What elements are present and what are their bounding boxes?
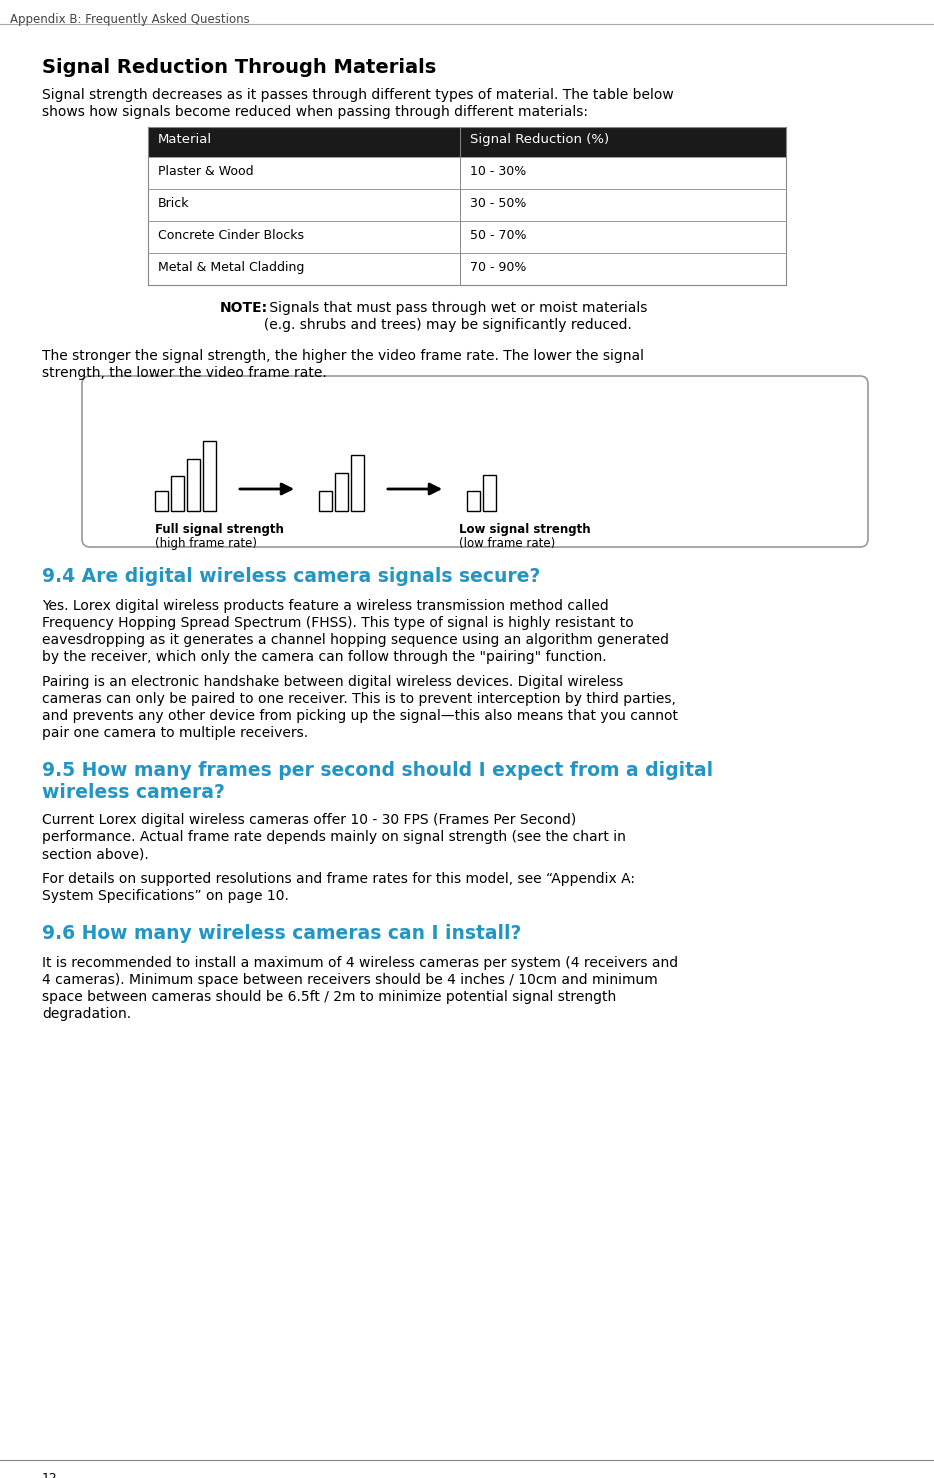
Text: 50 - 70%: 50 - 70% [470, 229, 527, 242]
Text: Appendix B: Frequently Asked Questions: Appendix B: Frequently Asked Questions [10, 13, 249, 27]
Text: Signal Reduction Through Materials: Signal Reduction Through Materials [42, 58, 436, 77]
Bar [483, 474, 496, 511]
Text: Yes. Lorex digital wireless products feature a wireless transmission method call: Yes. Lorex digital wireless products fea… [42, 599, 609, 613]
Bar [351, 455, 364, 511]
Text: Signal strength decreases as it passes through different types of material. The : Signal strength decreases as it passes t… [42, 89, 673, 102]
Text: 12: 12 [42, 1472, 58, 1478]
Text: performance. Actual frame rate depends mainly on signal strength (see the chart : performance. Actual frame rate depends m… [42, 831, 626, 844]
Text: Low signal strength: Low signal strength [459, 523, 590, 537]
Text: degradation.: degradation. [42, 1007, 131, 1021]
Text: 9.5 How many frames per second should I expect from a digital: 9.5 How many frames per second should I … [42, 761, 714, 780]
Bar [171, 476, 184, 511]
Bar [148, 222, 786, 253]
Text: 30 - 50%: 30 - 50% [470, 197, 527, 210]
Bar [148, 127, 786, 157]
Bar [335, 473, 348, 511]
Text: 70 - 90%: 70 - 90% [470, 262, 527, 273]
Text: cameras can only be paired to one receiver. This is to prevent interception by t: cameras can only be paired to one receiv… [42, 692, 676, 706]
Text: 10 - 30%: 10 - 30% [470, 166, 526, 177]
Text: Concrete Cinder Blocks: Concrete Cinder Blocks [158, 229, 304, 242]
Bar [148, 189, 786, 222]
Text: section above).: section above). [42, 847, 149, 862]
Text: by the receiver, which only the camera can follow through the "pairing" function: by the receiver, which only the camera c… [42, 650, 606, 664]
Text: Pairing is an electronic handshake between digital wireless devices. Digital wir: Pairing is an electronic handshake betwe… [42, 675, 623, 689]
Text: 9.6 How many wireless cameras can I install?: 9.6 How many wireless cameras can I inst… [42, 924, 521, 943]
Text: shows how signals become reduced when passing through different materials:: shows how signals become reduced when pa… [42, 105, 588, 120]
Text: System Specifications” on page 10.: System Specifications” on page 10. [42, 888, 289, 903]
Bar [148, 157, 786, 189]
Text: (high frame rate): (high frame rate) [155, 537, 257, 550]
Text: It is recommended to install a maximum of 4 wireless cameras per system (4 recei: It is recommended to install a maximum o… [42, 956, 678, 970]
Text: The stronger the signal strength, the higher the video frame rate. The lower the: The stronger the signal strength, the hi… [42, 349, 644, 364]
Bar [187, 460, 200, 511]
Text: NOTE:: NOTE: [220, 302, 268, 315]
Text: Signals that must pass through wet or moist materials: Signals that must pass through wet or mo… [265, 302, 647, 315]
Text: wireless camera?: wireless camera? [42, 783, 225, 803]
Text: Plaster & Wood: Plaster & Wood [158, 166, 254, 177]
Text: Frequency Hopping Spread Spectrum (FHSS). This type of signal is highly resistan: Frequency Hopping Spread Spectrum (FHSS)… [42, 616, 634, 630]
Text: (e.g. shrubs and trees) may be significantly reduced.: (e.g. shrubs and trees) may be significa… [220, 318, 632, 333]
Text: space between cameras should be 6.5ft / 2m to minimize potential signal strength: space between cameras should be 6.5ft / … [42, 990, 616, 1004]
Text: For details on supported resolutions and frame rates for this model, see “Append: For details on supported resolutions and… [42, 872, 635, 885]
Text: eavesdropping as it generates a channel hopping sequence using an algorithm gene: eavesdropping as it generates a channel … [42, 633, 669, 647]
Bar [148, 253, 786, 285]
Text: Material: Material [158, 133, 212, 146]
Text: 4 cameras). Minimum space between receivers should be 4 inches / 10cm and minimu: 4 cameras). Minimum space between receiv… [42, 973, 658, 987]
Text: Signal Reduction (%): Signal Reduction (%) [470, 133, 609, 146]
Bar [319, 491, 332, 511]
Text: Metal & Metal Cladding: Metal & Metal Cladding [158, 262, 304, 273]
Text: and prevents any other device from picking up the signal—this also means that yo: and prevents any other device from picki… [42, 709, 678, 723]
Text: Brick: Brick [158, 197, 190, 210]
Text: pair one camera to multiple receivers.: pair one camera to multiple receivers. [42, 726, 308, 740]
Bar [155, 491, 168, 511]
Bar [467, 491, 480, 511]
Text: Full signal strength: Full signal strength [155, 523, 284, 537]
FancyBboxPatch shape [82, 375, 868, 547]
Text: 9.4 Are digital wireless camera signals secure?: 9.4 Are digital wireless camera signals … [42, 568, 541, 585]
Text: (low frame rate): (low frame rate) [459, 537, 555, 550]
Text: strength, the lower the video frame rate.: strength, the lower the video frame rate… [42, 367, 327, 380]
Bar [203, 440, 216, 511]
Text: Current Lorex digital wireless cameras offer 10 - 30 FPS (Frames Per Second): Current Lorex digital wireless cameras o… [42, 813, 576, 828]
